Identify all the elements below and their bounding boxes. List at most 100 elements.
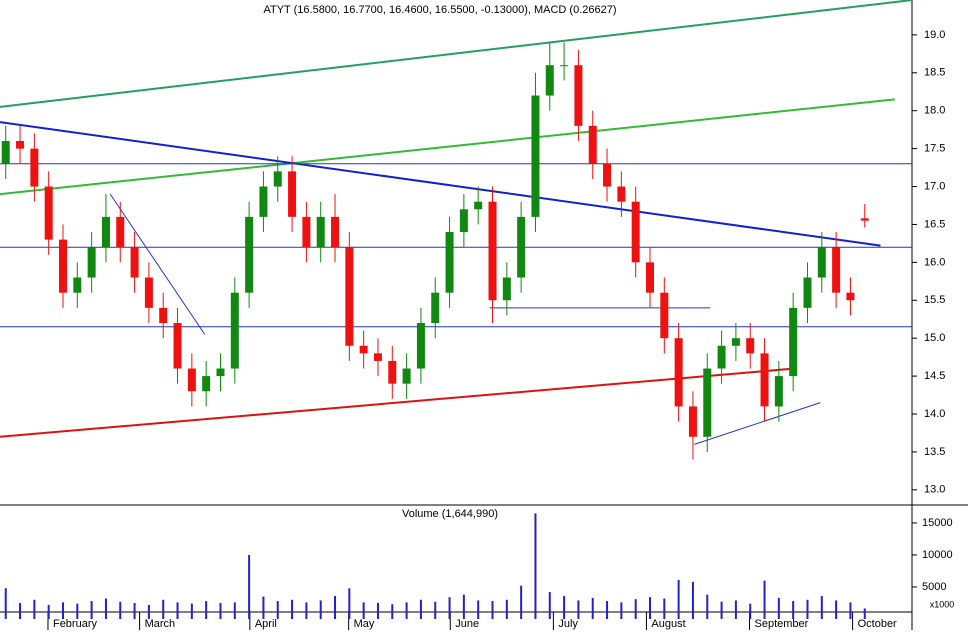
candle-body bbox=[202, 376, 211, 392]
volume-bar bbox=[634, 599, 637, 619]
y-tick-label: 18.5 bbox=[924, 67, 945, 79]
volume-bar bbox=[61, 602, 64, 619]
volume-bar bbox=[620, 602, 623, 619]
volume-bar bbox=[276, 601, 279, 619]
volume-bar bbox=[205, 601, 208, 619]
volume-bar bbox=[376, 602, 379, 619]
volume-bar bbox=[76, 603, 79, 619]
candle-body bbox=[230, 292, 239, 369]
candle-body bbox=[688, 406, 697, 437]
volume-bar bbox=[849, 602, 852, 619]
candle-body bbox=[144, 277, 153, 308]
candle-body bbox=[316, 216, 325, 248]
volume-bar bbox=[749, 603, 752, 619]
x-tick-label: February bbox=[53, 618, 98, 630]
candle-body bbox=[159, 307, 168, 324]
volume-bar bbox=[4, 588, 7, 619]
volume-bar bbox=[520, 585, 523, 619]
trendline bbox=[694, 402, 821, 445]
volume-bar bbox=[219, 602, 222, 619]
candle-body bbox=[746, 338, 755, 354]
candle-body bbox=[588, 125, 597, 164]
candle-body bbox=[631, 201, 640, 263]
y-tick-label: 13.0 bbox=[924, 484, 945, 496]
y-tick-label: 14.5 bbox=[924, 370, 945, 382]
candle-body bbox=[101, 216, 110, 248]
volume-bar bbox=[19, 602, 22, 619]
candle-body bbox=[545, 65, 554, 96]
candle-body bbox=[373, 353, 382, 361]
candle-body bbox=[846, 292, 855, 301]
chart-title: ATYT (16.5800, 16.7700, 16.4600, 16.5500… bbox=[263, 4, 616, 16]
volume-bar bbox=[291, 599, 294, 619]
candle-body bbox=[388, 360, 397, 384]
volume-bar bbox=[806, 599, 809, 619]
candle-body bbox=[273, 171, 282, 187]
volume-bar bbox=[133, 602, 136, 619]
candle-body bbox=[645, 262, 654, 293]
candle-body bbox=[402, 368, 411, 384]
volume-tick-label: 5000 bbox=[922, 581, 946, 593]
x-tick-label: May bbox=[354, 618, 375, 630]
candle-body bbox=[44, 186, 53, 240]
volume-bar bbox=[777, 597, 780, 619]
y-tick-label: 16.0 bbox=[924, 256, 945, 268]
candle-body bbox=[58, 239, 67, 293]
candle-body bbox=[502, 277, 511, 301]
volume-bar bbox=[419, 599, 422, 619]
candle-body bbox=[832, 247, 841, 293]
volume-bar bbox=[863, 608, 866, 619]
candle-body bbox=[717, 345, 726, 369]
y-tick-label: 15.5 bbox=[924, 294, 945, 306]
candle-body bbox=[259, 186, 268, 217]
y-tick-label: 18.0 bbox=[924, 105, 945, 117]
volume-bar bbox=[663, 598, 666, 619]
trendline bbox=[0, 98, 895, 196]
trendline bbox=[0, 0, 913, 108]
candle-body bbox=[703, 368, 712, 437]
volume-bar bbox=[792, 601, 795, 619]
candle-body bbox=[1, 141, 10, 164]
candle-body bbox=[803, 277, 812, 308]
price-panel bbox=[0, 0, 912, 505]
candle-body bbox=[302, 216, 311, 248]
y-tick-label: 16.5 bbox=[924, 218, 945, 230]
volume-bar bbox=[491, 601, 494, 619]
volume-bar bbox=[577, 600, 580, 619]
volume-bar bbox=[477, 600, 480, 619]
candle-body bbox=[173, 323, 182, 369]
x-tick-label: July bbox=[558, 618, 578, 630]
volume-bar bbox=[90, 601, 93, 619]
candle-body bbox=[560, 65, 569, 67]
candle-body bbox=[531, 95, 540, 217]
x-tick-label: October bbox=[858, 618, 897, 630]
candle-body bbox=[130, 247, 139, 278]
candle-body bbox=[789, 307, 798, 377]
volume-bar bbox=[147, 604, 150, 619]
volume-bar bbox=[248, 554, 251, 619]
volume-title: Volume (1,644,990) bbox=[402, 508, 498, 520]
volume-bar bbox=[362, 602, 365, 619]
y-tick-label: 19.0 bbox=[924, 29, 945, 41]
volume-bar bbox=[548, 592, 551, 619]
volume-bar bbox=[606, 601, 609, 619]
volume-bar bbox=[176, 602, 179, 619]
candle-body bbox=[416, 323, 425, 369]
candle-body bbox=[488, 201, 497, 301]
volume-bar bbox=[334, 595, 337, 619]
volume-bar bbox=[104, 598, 107, 619]
candle-body bbox=[345, 247, 354, 346]
volume-bar bbox=[691, 581, 694, 619]
candle-body bbox=[331, 216, 340, 248]
trendline bbox=[109, 193, 206, 335]
volume-bar bbox=[505, 599, 508, 619]
volume-bar bbox=[348, 588, 351, 619]
volume-tick-label: 15000 bbox=[922, 517, 953, 529]
candle-body bbox=[817, 247, 826, 278]
candle-body bbox=[87, 247, 96, 278]
volume-bar bbox=[119, 601, 122, 619]
x-tick-label: September bbox=[755, 618, 809, 630]
x-tick-label: March bbox=[145, 618, 176, 630]
volume-tick-label: 10000 bbox=[922, 549, 953, 561]
